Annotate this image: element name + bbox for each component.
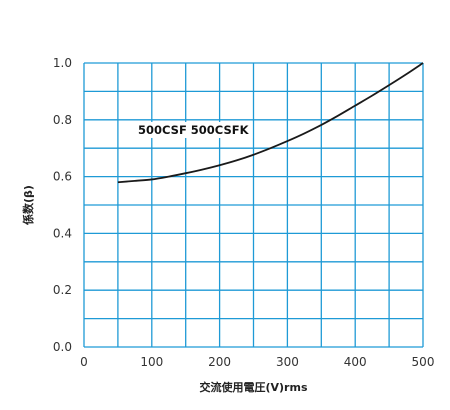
y-tick-labels: 0.0 0.2 0.4 0.6 0.8 1.0 xyxy=(53,56,72,354)
x-tick-label: 400 xyxy=(344,355,367,369)
x-tick-labels: 0 100 200 300 400 500 xyxy=(80,355,434,369)
y-tick-label: 0.4 xyxy=(53,226,72,240)
x-tick-label: 500 xyxy=(412,355,435,369)
x-tick-label: 100 xyxy=(140,355,163,369)
grid xyxy=(83,62,424,348)
y-tick-label: 0.0 xyxy=(53,340,72,354)
y-tick-label: 0.2 xyxy=(53,283,72,297)
x-axis-label: 交流使用電圧(V)rms xyxy=(199,380,307,394)
x-tick-label: 200 xyxy=(208,355,231,369)
x-tick-label: 0 xyxy=(80,355,88,369)
series-label-background xyxy=(135,122,253,138)
y-tick-label: 0.8 xyxy=(53,113,72,127)
y-axis-label: 係数(β) xyxy=(21,185,35,225)
series-line xyxy=(117,62,424,184)
y-tick-label: 1.0 xyxy=(53,56,72,70)
y-tick-label: 0.6 xyxy=(53,170,72,184)
series-label: 500CSF 500CSFK xyxy=(138,123,250,137)
x-tick-label: 300 xyxy=(276,355,299,369)
